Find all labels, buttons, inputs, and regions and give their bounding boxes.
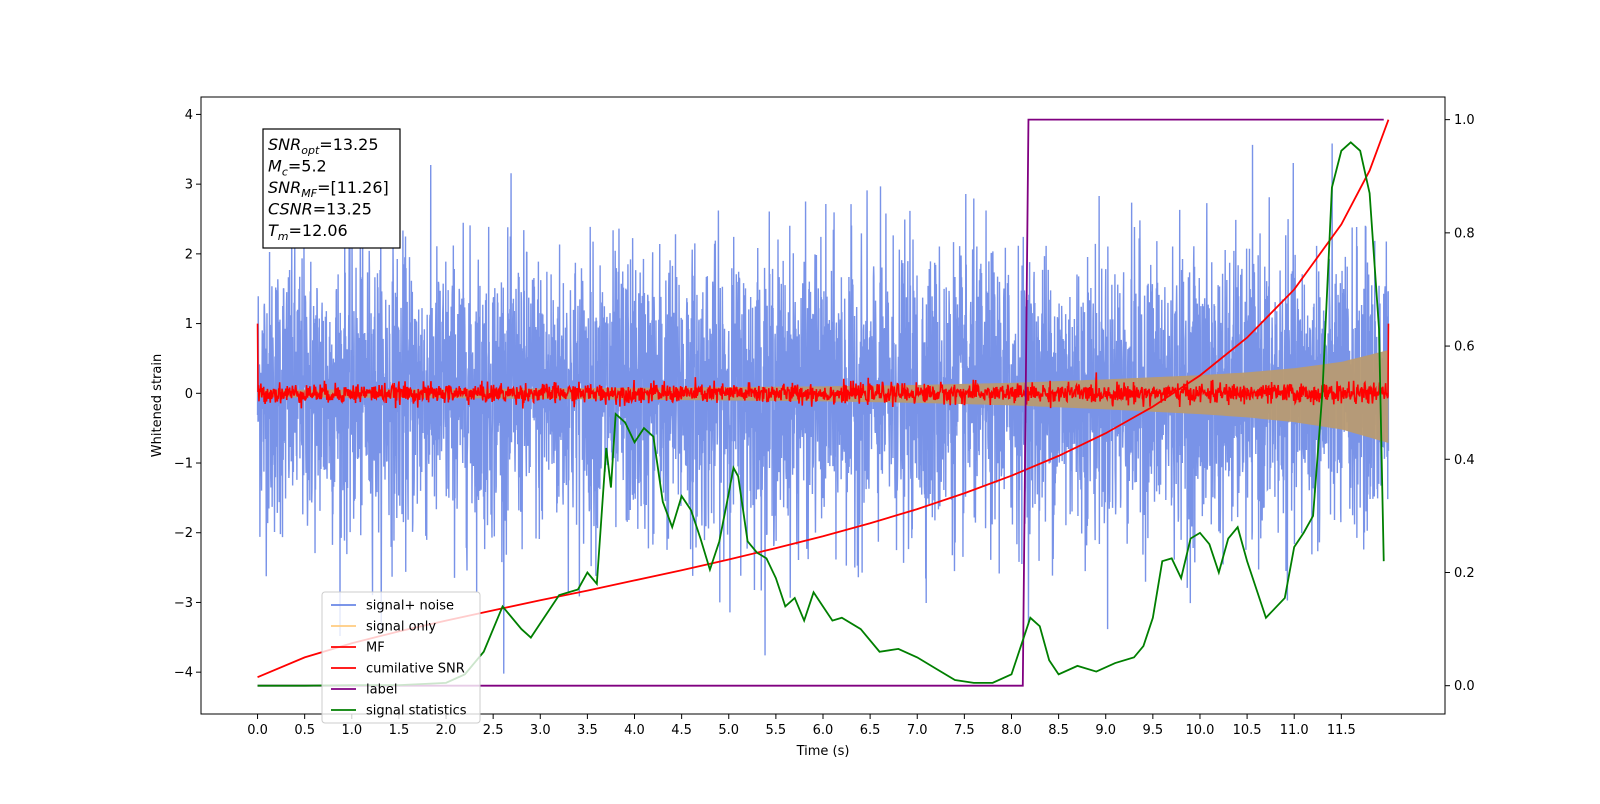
x-axis: 0.0 0.5 1.0 1.5 2.0 2.5 3.0 3.5 4.0 4.5 5.0 5.5 6.0 6… xyxy=(247,714,1356,738)
annotation-variable: SNR xyxy=(268,178,301,197)
x-tick-label: 7.0 xyxy=(907,723,928,738)
x-tick-label: 3.0 xyxy=(530,723,551,738)
annotation-subscript: MF xyxy=(301,187,317,200)
x-tick-label: 8.5 xyxy=(1048,723,1069,738)
annotation-subscript: m xyxy=(278,230,289,243)
annotation-frame xyxy=(262,128,401,249)
x-tick-label: 7.5 xyxy=(954,723,975,738)
x-tick-label: 6.0 xyxy=(813,723,834,738)
legend-label: signal only xyxy=(366,620,436,635)
annotation-value: =13.25 xyxy=(313,200,372,219)
legend-item-signal-only: signal only xyxy=(331,620,436,635)
y2-tick-label: 0.2 xyxy=(1454,566,1475,581)
annotation-subscript: opt xyxy=(301,144,320,157)
legend-item-signal-noise: signal+ noise xyxy=(331,599,454,614)
x-tick-label: 9.0 xyxy=(1095,723,1116,738)
x-tick-label: 5.0 xyxy=(718,723,739,738)
x-tick-label: 2.5 xyxy=(483,723,504,738)
y2-tick-label: 0.0 xyxy=(1454,679,1475,694)
x-tick-label: 5.5 xyxy=(766,723,787,738)
y-axis-left: 4 3 2 1 0 −1 −2 −3 −4 xyxy=(174,108,201,681)
x-tick-label: 6.5 xyxy=(860,723,881,738)
annotation-line: SNRopt=13.25 xyxy=(268,135,379,157)
legend-label: signal statistics xyxy=(366,704,467,719)
legend-item-signal-statistics: signal statistics xyxy=(331,704,467,719)
x-tick-label: 9.5 xyxy=(1143,723,1164,738)
annotation-value: =12.06 xyxy=(289,221,348,240)
y-tick-label: −3 xyxy=(174,596,193,611)
x-tick-label: 1.5 xyxy=(389,723,410,738)
annotation-line: Mc=5.2 xyxy=(268,157,327,179)
x-tick-label: 4.5 xyxy=(671,723,692,738)
x-axis-label: Time (s) xyxy=(796,744,850,759)
annotation-value: =[11.26] xyxy=(317,178,389,197)
x-tick-label: 10.5 xyxy=(1233,723,1262,738)
y2-tick-label: 0.6 xyxy=(1454,340,1475,355)
x-tick-label: 2.0 xyxy=(436,723,457,738)
legend-item-cumulative-snr: cumilative SNR xyxy=(331,662,465,677)
y-tick-label: 1 xyxy=(185,317,193,332)
legend-label: MF xyxy=(366,641,385,656)
legend-frame xyxy=(321,591,481,724)
legend-label: cumilative SNR xyxy=(366,662,465,677)
series-signal-statistics-line xyxy=(257,141,1385,687)
x-tick-label: 4.0 xyxy=(624,723,645,738)
series-label-line xyxy=(257,118,1384,687)
annotation-variable: CSNR xyxy=(268,200,313,219)
series-mf-line xyxy=(256,323,1390,409)
x-tick-label: 3.5 xyxy=(577,723,598,738)
annotation-value: =5.2 xyxy=(288,157,327,176)
y-tick-label: 2 xyxy=(185,247,193,262)
legend-label: signal+ noise xyxy=(366,599,454,614)
legend-label: label xyxy=(366,683,397,698)
y2-tick-label: 0.8 xyxy=(1454,226,1475,241)
annotation-line: CSNR=13.25 xyxy=(268,200,372,219)
y-axis-label: Whitened strain xyxy=(150,354,165,457)
annotation-line: SNRMF=[11.26] xyxy=(268,178,389,200)
x-tick-label: 0.0 xyxy=(247,723,268,738)
stats-annotation-box: SNRopt=13.25Mc=5.2SNRMF=[11.26]CSNR=13.2… xyxy=(262,128,401,249)
y-tick-label: 3 xyxy=(185,178,193,193)
y2-tick-label: 1.0 xyxy=(1454,113,1475,128)
legend-item-mf: MF xyxy=(331,641,385,656)
annotation-variable: SNR xyxy=(268,135,301,154)
legend-item-label: label xyxy=(331,683,397,698)
y-tick-label: −4 xyxy=(174,666,193,681)
annotation-subscript: c xyxy=(282,166,288,179)
x-tick-label: 11.0 xyxy=(1280,723,1309,738)
y2-tick-label: 0.4 xyxy=(1454,453,1475,468)
annotation-value: =13.25 xyxy=(319,135,378,154)
y-tick-label: −2 xyxy=(174,526,193,541)
x-tick-label: 11.5 xyxy=(1327,723,1356,738)
y-tick-label: 4 xyxy=(185,108,193,123)
y-tick-label: −1 xyxy=(174,457,193,472)
x-tick-label: 8.0 xyxy=(1001,723,1022,738)
y-axis-right: 1.0 0.8 0.6 0.4 0.2 0.0 xyxy=(1445,113,1475,694)
x-tick-label: 0.5 xyxy=(294,723,315,738)
x-tick-label: 1.0 xyxy=(341,723,362,738)
x-tick-label: 10.0 xyxy=(1185,723,1214,738)
annotation-variable: M xyxy=(268,157,282,176)
annotation-line: Tm=12.06 xyxy=(268,221,348,243)
legend: signal+ noise signal only MF cumilative SNR… xyxy=(321,591,481,724)
series-signal-noise-line xyxy=(256,143,1390,674)
y-tick-label: 0 xyxy=(185,387,193,402)
annotation-variable: T xyxy=(268,221,279,240)
